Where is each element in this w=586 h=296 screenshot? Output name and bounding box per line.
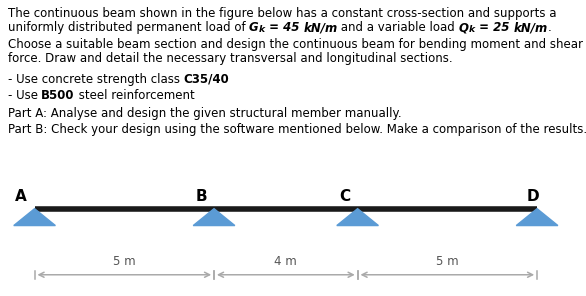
Polygon shape xyxy=(337,209,379,226)
Text: = 25: = 25 xyxy=(475,21,513,34)
Text: force. Draw and detail the necessary transversal and longitudinal sections.: force. Draw and detail the necessary tra… xyxy=(8,52,452,65)
Text: Choose a suitable beam section and design the continuous beam for bending moment: Choose a suitable beam section and desig… xyxy=(8,38,582,52)
Polygon shape xyxy=(193,209,235,226)
Text: uniformly distributed permanent load of: uniformly distributed permanent load of xyxy=(8,21,249,34)
Polygon shape xyxy=(516,209,558,226)
Text: A: A xyxy=(15,189,26,205)
Text: C35/40: C35/40 xyxy=(183,73,229,86)
Text: = 45: = 45 xyxy=(265,21,303,34)
Text: kN/m: kN/m xyxy=(513,21,548,34)
Text: Part A: Analyse and design the given structural member manually.: Part A: Analyse and design the given str… xyxy=(8,107,401,120)
Text: 5 m: 5 m xyxy=(436,255,459,268)
Text: B500: B500 xyxy=(42,89,75,102)
Text: G: G xyxy=(249,21,258,34)
Polygon shape xyxy=(13,209,56,226)
Text: D: D xyxy=(526,189,539,205)
Text: Part B: Check your design using the software mentioned below. Make a comparison : Part B: Check your design using the soft… xyxy=(8,123,586,136)
Text: .: . xyxy=(548,21,551,34)
Text: 4 m: 4 m xyxy=(274,255,297,268)
Text: k: k xyxy=(469,25,475,34)
Text: The continuous beam shown in the figure below has a constant cross-section and s: The continuous beam shown in the figure … xyxy=(8,7,556,20)
Text: k: k xyxy=(258,25,265,34)
Text: and a variable load: and a variable load xyxy=(338,21,459,34)
Text: steel reinforcement: steel reinforcement xyxy=(75,89,195,102)
Text: kN/m: kN/m xyxy=(303,21,338,34)
Text: - Use: - Use xyxy=(8,89,42,102)
Text: - Use concrete strength class: - Use concrete strength class xyxy=(8,73,183,86)
Text: Q: Q xyxy=(459,21,469,34)
Text: B: B xyxy=(195,189,207,205)
Text: C: C xyxy=(339,189,350,205)
Text: 5 m: 5 m xyxy=(113,255,135,268)
